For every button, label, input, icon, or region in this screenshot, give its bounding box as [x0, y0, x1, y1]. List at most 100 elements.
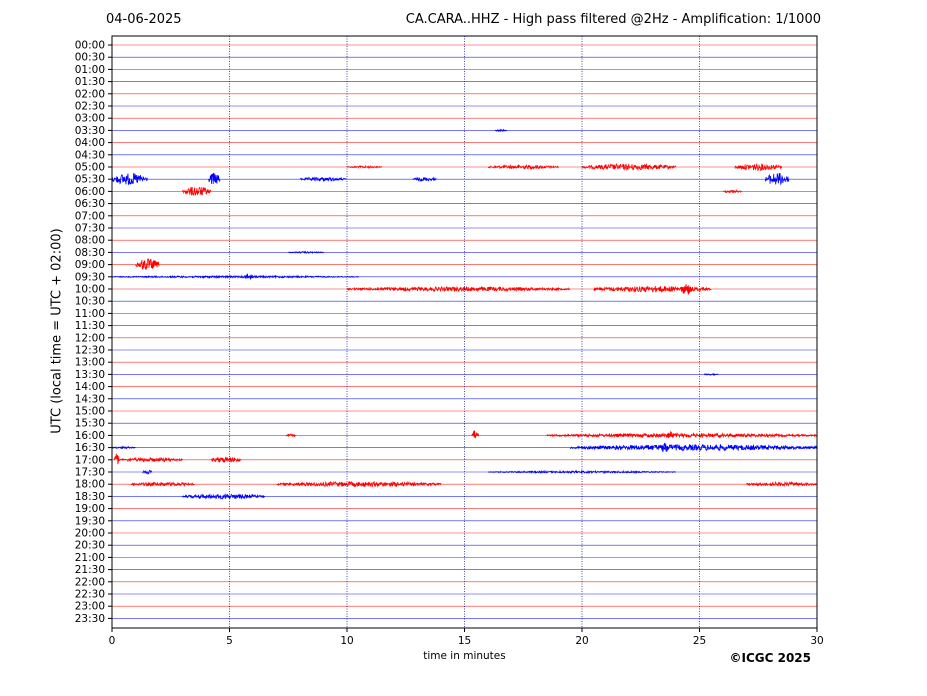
event-16:00 [285, 433, 296, 438]
y-tick-label: 16:30 [75, 442, 105, 454]
y-tick-label: 00:30 [75, 52, 105, 64]
event-13:30 [703, 373, 719, 377]
event-16:30 [659, 442, 670, 453]
y-tick-label: 07:30 [75, 223, 105, 235]
y-tick-label: 17:00 [75, 454, 105, 466]
x-tick-label: 5 [226, 635, 233, 647]
y-tick-label: 04:30 [75, 149, 105, 161]
y-tick-label: 05:00 [75, 162, 105, 174]
y-tick-label: 17:30 [75, 467, 105, 479]
event-06:00 [722, 189, 742, 194]
event-05:00 [346, 164, 383, 170]
chart-title: CA.CARA..HHZ - High pass filtered @2Hz -… [405, 12, 821, 27]
event-05:30 [111, 172, 148, 185]
y-tick-label: 16:00 [75, 430, 105, 442]
y-tick-label: 23:00 [75, 601, 105, 613]
y-tick-label: 19:00 [75, 503, 105, 515]
y-tick-label: 22:30 [75, 589, 105, 601]
event-09:30 [243, 273, 254, 281]
event-16:30 [111, 445, 136, 450]
event-03:30 [494, 128, 508, 133]
event-05:30 [299, 176, 348, 183]
x-tick-label: 10 [340, 635, 353, 647]
y-tick-label: 15:00 [75, 406, 105, 418]
y-tick-label: 10:00 [75, 284, 105, 296]
y-tick-label: 03:30 [75, 125, 105, 137]
y-axis-label: UTC (local time = UTC + 02:00) [49, 228, 65, 434]
y-tick-label: 05:30 [75, 174, 105, 186]
event-05:00 [734, 163, 783, 172]
y-tick-label: 21:00 [75, 552, 105, 564]
y-tick-label: 22:00 [75, 576, 105, 588]
event-16:00 [546, 432, 818, 439]
x-tick-label: 0 [109, 635, 116, 647]
y-tick-label: 00:00 [75, 40, 105, 52]
y-tick-label: 21:30 [75, 564, 105, 576]
event-10:00 [680, 283, 693, 295]
event-10:00 [346, 285, 571, 293]
event-18:00 [746, 480, 818, 487]
event-17:30 [488, 469, 677, 475]
event-06:00 [182, 186, 212, 196]
event-17:00 [118, 456, 183, 463]
event-05:00 [487, 164, 559, 171]
y-tick-label: 10:30 [75, 296, 105, 308]
y-tick-label: 09:30 [75, 271, 105, 283]
y-tick-label: 06:30 [75, 198, 105, 210]
y-tick-label: 02:30 [75, 101, 105, 113]
y-axis-ticks: 00:0000:3001:0001:3002:0002:3003:0003:30… [75, 40, 112, 625]
y-tick-label: 14:30 [75, 393, 105, 405]
y-tick-label: 01:00 [75, 64, 105, 76]
x-tick-label: 20 [575, 635, 588, 647]
event-16:00 [471, 430, 479, 439]
x-tick-label: 15 [458, 635, 471, 647]
event-05:30 [208, 172, 221, 185]
event-08:30 [288, 250, 324, 255]
event-16:00 [666, 431, 674, 439]
y-tick-label: 08:00 [75, 235, 105, 247]
vertical-gridlines [229, 36, 700, 628]
event-18:00 [130, 481, 195, 487]
y-tick-label: 11:30 [75, 320, 105, 332]
y-tick-label: 11:00 [75, 308, 105, 320]
y-tick-label: 02:00 [75, 88, 105, 100]
seismic-events [111, 128, 818, 500]
y-tick-label: 13:00 [75, 357, 105, 369]
event-17:30 [142, 469, 152, 475]
y-tick-label: 06:00 [75, 186, 105, 198]
y-tick-label: 08:30 [75, 247, 105, 259]
y-tick-label: 20:30 [75, 540, 105, 552]
event-05:30 [412, 176, 437, 183]
y-tick-label: 04:00 [75, 137, 105, 149]
event-05:00 [581, 162, 676, 172]
y-tick-label: 18:30 [75, 491, 105, 503]
event-16:30 [569, 443, 818, 452]
y-tick-label: 20:00 [75, 528, 105, 540]
y-tick-label: 12:30 [75, 345, 105, 357]
copyright-label: ©ICGC 2025 [729, 651, 811, 665]
y-tick-label: 12:00 [75, 332, 105, 344]
y-tick-label: 07:00 [75, 210, 105, 222]
x-tick-label: 30 [810, 635, 823, 647]
x-axis-ticks: 0 5 10 15 20 25 30 [109, 628, 824, 647]
event-18:00 [276, 480, 442, 488]
x-axis-label: time in minutes [423, 650, 506, 662]
y-tick-label: 19:30 [75, 515, 105, 527]
y-tick-label: 18:00 [75, 479, 105, 491]
event-18:30 [182, 493, 266, 500]
y-tick-label: 03:00 [75, 113, 105, 125]
y-tick-label: 14:00 [75, 381, 105, 393]
event-17:00 [113, 453, 120, 465]
event-09:30 [111, 274, 360, 280]
y-tick-label: 09:00 [75, 259, 105, 271]
y-tick-label: 13:30 [75, 369, 105, 381]
event-05:30 [764, 173, 790, 186]
x-tick-label: 25 [693, 635, 706, 647]
event-17:00 [210, 456, 242, 463]
event-09:00 [135, 258, 160, 271]
y-tick-label: 15:30 [75, 418, 105, 430]
y-tick-label: 23:30 [75, 613, 105, 625]
date-label: 04-06-2025 [106, 12, 182, 27]
y-tick-label: 01:30 [75, 76, 105, 88]
